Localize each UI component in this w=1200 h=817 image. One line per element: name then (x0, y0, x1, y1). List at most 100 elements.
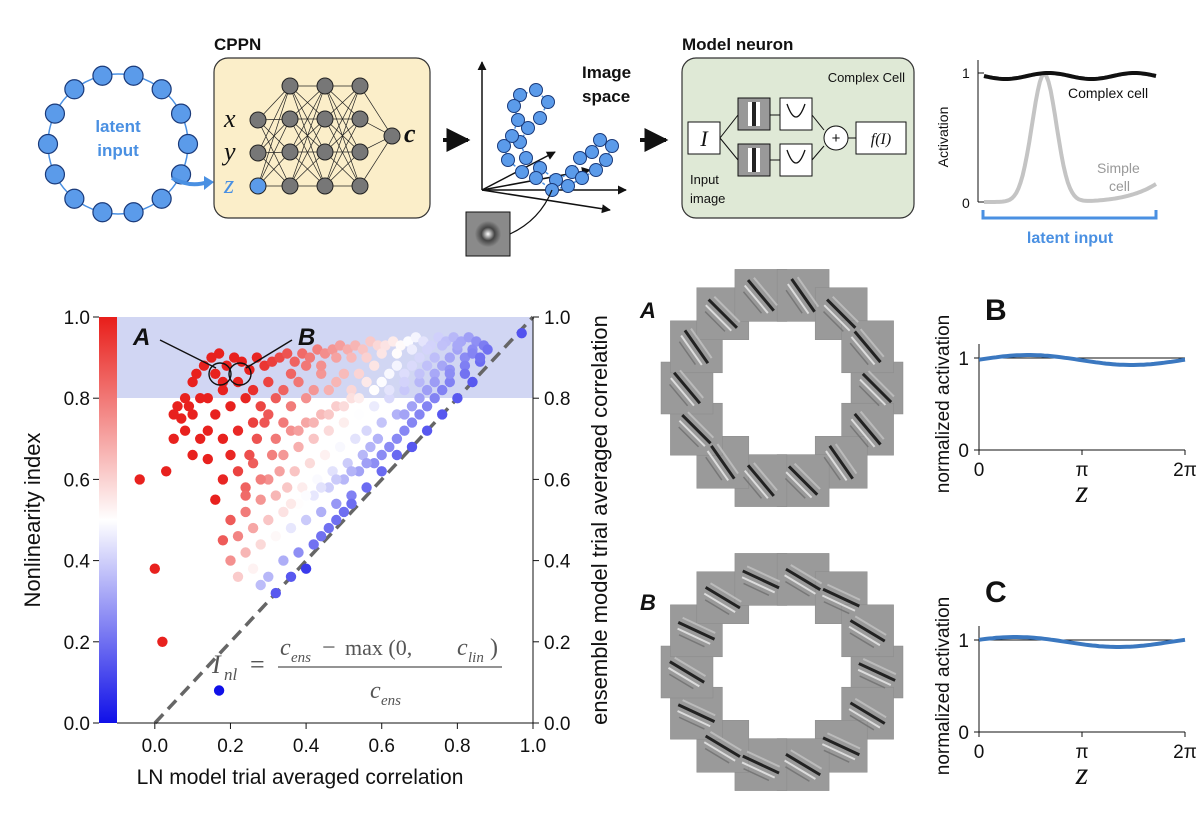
scatter-point (391, 449, 403, 461)
simple-cell-label-1: Simple (1097, 160, 1140, 176)
panel-xtick-label: 2π (1173, 742, 1197, 763)
activation-tick-1: 1 (962, 65, 970, 81)
scatter-points (134, 328, 527, 696)
formula-num-sub: ens (291, 650, 311, 666)
scatter-point (414, 409, 425, 420)
ring-a-gabor-dark (825, 298, 857, 329)
ring-b-gabor-dark (704, 586, 741, 610)
scatter-point (270, 490, 281, 501)
scatter-point (187, 409, 198, 420)
scatter-point (217, 474, 229, 485)
ring-b-gabor-light (821, 743, 856, 761)
cppn-edge (289, 118, 326, 187)
scatter-point (316, 482, 327, 493)
scatter-point (365, 441, 376, 453)
scatter-point (270, 531, 281, 542)
trajectory-node (513, 88, 527, 102)
ring-a-gabor-dark (683, 329, 710, 365)
complex-cell-label: Complex cell (1068, 85, 1148, 101)
thumbnail-connector (509, 189, 553, 235)
ring-a-gabor (678, 328, 713, 366)
nonlinearity-ylabel: Nonlinearity index (20, 433, 45, 608)
scatter-point (282, 482, 293, 493)
scatter-point (176, 413, 187, 424)
ring-a-gabor-light (859, 410, 885, 440)
scatter-point (474, 352, 486, 363)
scatter-point (308, 417, 319, 428)
ring-a-gabor (822, 296, 859, 332)
cppn-input-z: z (223, 170, 234, 199)
scatter-point (289, 466, 300, 477)
latent-node (151, 79, 172, 100)
formula-max: max (0, (345, 635, 412, 660)
scatter-point (429, 352, 440, 363)
scatter-point (361, 376, 372, 388)
scatter-point (444, 368, 455, 379)
trajectory-node (501, 153, 515, 167)
stimulus-thumbnail (465, 211, 511, 257)
scatter-point (168, 433, 179, 444)
scatter-point (346, 393, 357, 404)
trajectory-node (589, 163, 603, 177)
scatter-point (285, 522, 297, 534)
ring-b-gabor-dark (677, 620, 716, 641)
scatter-point (308, 433, 319, 444)
ring-b-gabor-dark (849, 714, 875, 731)
latent-node (37, 133, 59, 155)
ring-b-gabor-dark (823, 749, 850, 763)
scatter-point (444, 352, 455, 363)
ring-b-gabor-light (709, 731, 742, 752)
model-neuron-title: Model neuron (682, 35, 793, 54)
ring-b-gabor-dark (785, 580, 810, 597)
latent-node (44, 164, 66, 185)
scatter-point (266, 449, 278, 461)
ring-b-gabor-light (784, 574, 816, 595)
scatter-point (263, 376, 274, 388)
scatter-point (399, 409, 410, 420)
simple-cell-label-2: cell (1109, 178, 1130, 194)
scatter-point (361, 425, 372, 436)
ring-b-gabor (784, 564, 823, 597)
scatter-point (210, 494, 221, 505)
scatter-point (516, 328, 527, 339)
panel-xlabel: z (1075, 473, 1089, 509)
scatter-yticks: 0.0 0.2 0.4 0.6 0.8 1.0 (533, 308, 571, 735)
scatter-point (187, 376, 198, 388)
scatter-point (255, 494, 266, 505)
scatter-point (285, 425, 297, 436)
latent-node (123, 202, 144, 223)
ring-b-gabor-light (848, 708, 881, 729)
scatter-point (391, 348, 403, 359)
ring-b-gabor-light (746, 565, 781, 583)
square-nonlinearity-2 (779, 143, 813, 177)
scatter-point (391, 360, 403, 371)
scatter-point (179, 393, 191, 404)
ring-b-gabor (703, 582, 742, 615)
scatter-point (421, 425, 433, 436)
ring-a-gabor-dark (849, 342, 869, 366)
scatter-point (289, 356, 300, 367)
trajectory-node (497, 139, 511, 153)
complex-cell-title: Complex Cell (828, 70, 905, 85)
scatter-point (346, 466, 357, 477)
trajectory-node (605, 139, 619, 153)
cppn-node (249, 177, 267, 195)
scatter-point (361, 482, 372, 493)
gabor-filter-2-bar (752, 148, 756, 172)
ring-a-gabor-light (705, 304, 732, 332)
y-tick-label: 0.8 (544, 389, 570, 410)
activation-ylabel: Activation (935, 107, 951, 168)
scatter-point (217, 433, 229, 444)
ring-a-gabor-dark (746, 279, 775, 312)
scatter-point (195, 433, 206, 444)
ring-b-gabor-dark (849, 619, 886, 643)
cppn-node (351, 110, 369, 128)
scatter-point (308, 539, 319, 550)
scatter-point (452, 340, 463, 351)
cppn-node (351, 77, 369, 95)
ring-b-gabor-light (709, 582, 742, 603)
latent-node (170, 103, 192, 124)
cppn-edge (289, 85, 326, 153)
formula-num: c (280, 635, 291, 661)
